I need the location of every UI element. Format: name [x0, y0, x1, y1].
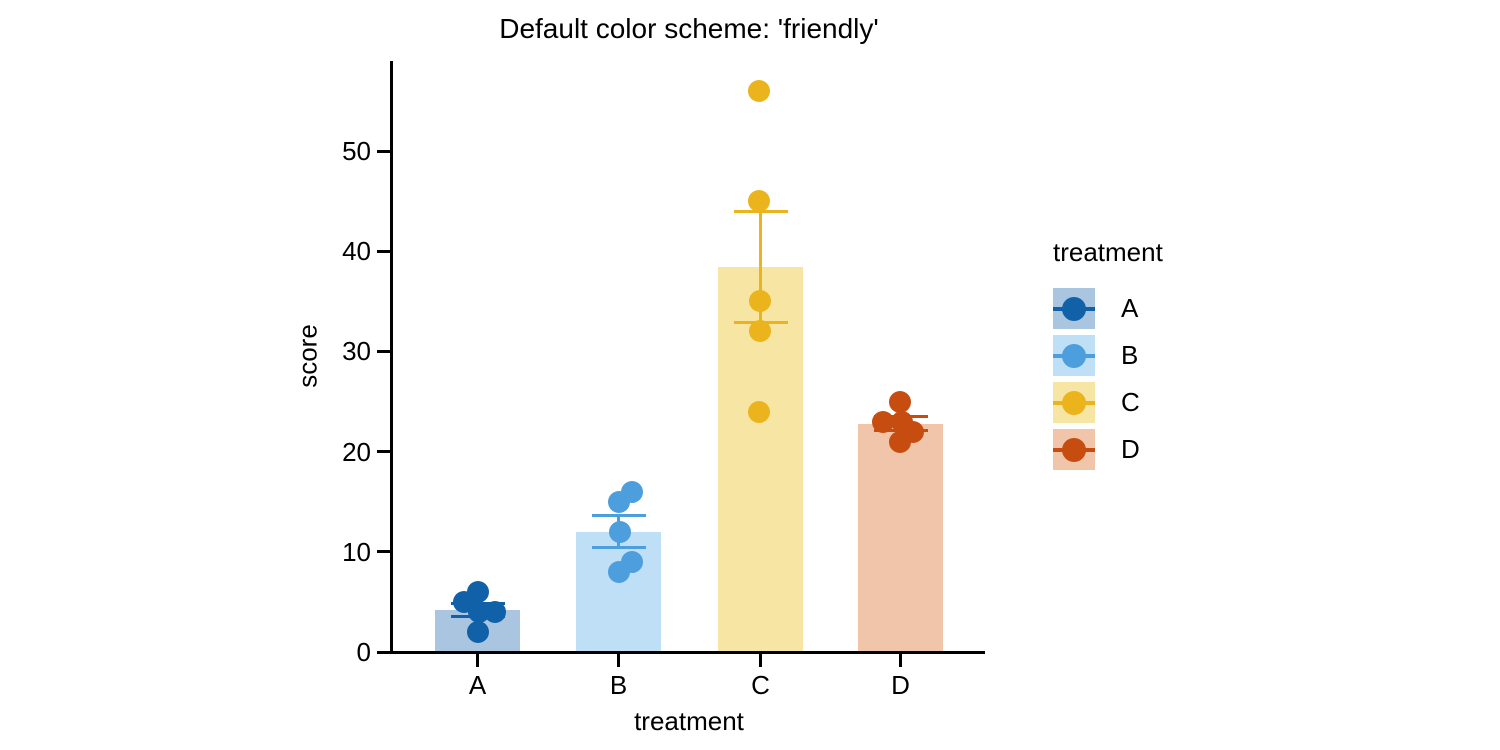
data-point-B — [608, 520, 631, 543]
x-tick-label: B — [609, 670, 628, 700]
y-tick-label: 20 — [342, 436, 371, 467]
data-point-D — [888, 430, 911, 453]
y-tick-label: 30 — [342, 336, 371, 367]
x-tick-label: A — [468, 670, 487, 700]
legend-dot-icon — [1062, 343, 1086, 368]
legend-entry-D: D — [1053, 429, 1140, 470]
data-point-D — [888, 390, 911, 413]
x-axis-label: treatment — [634, 706, 744, 736]
data-point-A — [467, 600, 490, 623]
bar-B — [576, 531, 661, 651]
x-tick-mark — [617, 654, 620, 667]
x-tick-mark — [476, 654, 479, 667]
y-tick-mark — [377, 650, 390, 654]
legend-dot-icon — [1062, 437, 1086, 462]
legend-swatch-icon — [1053, 382, 1095, 423]
legend-label: C — [1121, 387, 1140, 417]
data-point-C — [748, 320, 771, 343]
legend-label: D — [1121, 434, 1140, 464]
error-bar-cap-upper-B — [591, 514, 646, 518]
legend-label: A — [1121, 293, 1139, 323]
data-point-C — [747, 400, 770, 423]
legend-dot-icon — [1062, 296, 1086, 321]
legend-swatch-icon — [1053, 288, 1095, 329]
y-tick-mark — [377, 349, 390, 353]
legend-title: treatment — [1053, 237, 1163, 267]
x-tick-label: C — [751, 670, 770, 700]
y-tick-mark — [377, 450, 390, 454]
x-tick-mark — [759, 654, 762, 667]
y-axis-line — [390, 61, 393, 654]
y-tick-mark — [377, 550, 390, 554]
legend-label: B — [1121, 340, 1139, 370]
legend-entry-A: A — [1053, 288, 1140, 329]
legend-swatch-icon — [1053, 429, 1095, 470]
y-tick-mark — [377, 249, 390, 253]
data-point-C — [747, 190, 770, 213]
data-point-B — [607, 490, 630, 513]
data-point-A — [466, 620, 489, 643]
y-tick-label: 0 — [356, 637, 371, 667]
y-tick-label: 10 — [342, 536, 371, 567]
error-bar-cap-lower-B — [591, 546, 646, 550]
legend-dot-icon — [1062, 390, 1086, 415]
data-point-C — [748, 290, 771, 313]
legend-entry-B: B — [1053, 335, 1140, 376]
y-tick-label: 40 — [342, 236, 371, 267]
x-tick-mark — [899, 654, 902, 667]
x-axis-line — [390, 651, 985, 654]
legend-entry-C: C — [1053, 382, 1140, 423]
data-point-A — [483, 600, 506, 623]
y-tick-mark — [377, 149, 390, 153]
legend-swatch-icon — [1053, 335, 1095, 376]
data-point-D — [871, 410, 894, 433]
x-tick-label: D — [891, 670, 910, 700]
error-bar-line-C — [759, 211, 762, 323]
chart-title: Default color scheme: 'friendly' — [499, 13, 879, 44]
y-tick-label: 50 — [342, 136, 371, 166]
data-point-C — [747, 79, 770, 102]
bar-D — [858, 423, 943, 651]
data-point-B — [607, 560, 630, 583]
